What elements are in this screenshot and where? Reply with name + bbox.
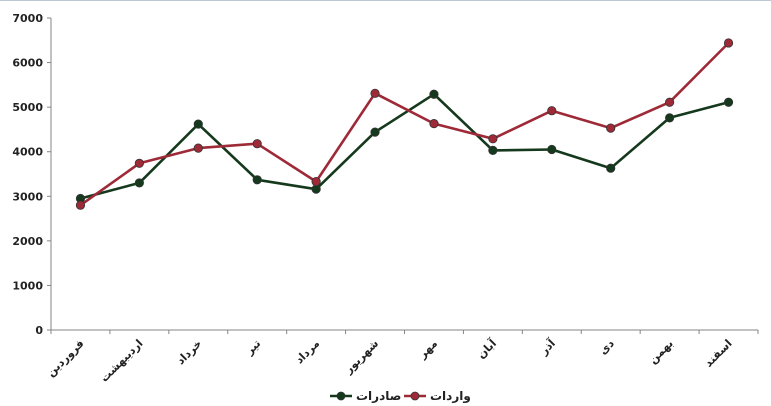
data-point: [488, 134, 498, 144]
data-point: [547, 144, 557, 155]
data-point: [488, 145, 498, 155]
legend-item: صادرات: [330, 389, 401, 403]
x-tick-label: دی: [597, 337, 618, 358]
y-tick-label: 1000: [12, 279, 43, 292]
data-point: [311, 184, 321, 194]
data-point: [429, 89, 439, 99]
data-point: [134, 158, 144, 168]
series-2: [75, 38, 734, 210]
data-point: [134, 178, 144, 188]
data-point: [193, 119, 203, 129]
data-point: [606, 123, 616, 133]
axes: [50, 18, 758, 331]
y-tick-label: 3000: [12, 190, 43, 203]
data-point: [252, 139, 262, 149]
legend-item: واردات: [404, 389, 471, 404]
x-tick-label: آذر: [536, 336, 558, 358]
data-point: [606, 163, 616, 173]
data-point: [429, 119, 439, 129]
x-tick-label: مرداد: [293, 337, 322, 366]
data-point: [665, 113, 675, 123]
legend-label: صادرات: [356, 389, 401, 403]
data-point: [75, 200, 86, 210]
x-tick-label: اسفند: [702, 337, 735, 370]
legend: صادرات واردات: [330, 389, 471, 404]
x-tick-label: تیر: [242, 337, 263, 358]
data-point: [665, 97, 675, 107]
x-tick-label: اردیبهشت: [98, 337, 146, 385]
series-line: [79, 42, 730, 207]
data-point: [370, 88, 380, 98]
data-point: [370, 127, 380, 137]
data-point: [252, 175, 262, 185]
x-tick-label: شهریور: [341, 337, 381, 377]
data-point: [311, 176, 321, 187]
legend-label: واردات: [430, 389, 471, 404]
y-tick-label: 5000: [12, 101, 43, 114]
x-axis-ticks: فروردین اردیبهشت خرداد تیر مرداد شهریور مهر آبا…: [44, 330, 759, 385]
x-tick-label: بهمن: [646, 337, 675, 366]
y-tick-label: 6000: [12, 57, 43, 70]
series-layer: [75, 38, 734, 210]
x-tick-label: آبان: [474, 336, 499, 361]
data-point: [547, 106, 557, 116]
x-tick-label: فروردین: [44, 337, 86, 379]
y-tick-label: 2000: [12, 235, 43, 248]
x-tick-label: مهر: [415, 337, 440, 362]
y-tick-label: 0: [35, 324, 43, 337]
legend-swatch-marker: [410, 391, 420, 401]
data-point: [723, 97, 734, 107]
y-axis-ticks: 0 1000 2000 3000 4000 5000 6000 7000: [12, 12, 51, 337]
legend-swatch-marker: [336, 391, 346, 401]
series-1: [75, 89, 734, 204]
x-tick-label: خرداد: [174, 337, 204, 367]
data-point: [193, 143, 203, 153]
y-tick-label: 4000: [12, 146, 43, 159]
data-point: [723, 38, 734, 48]
series-line: [80, 92, 729, 200]
y-tick-label: 7000: [12, 12, 43, 25]
